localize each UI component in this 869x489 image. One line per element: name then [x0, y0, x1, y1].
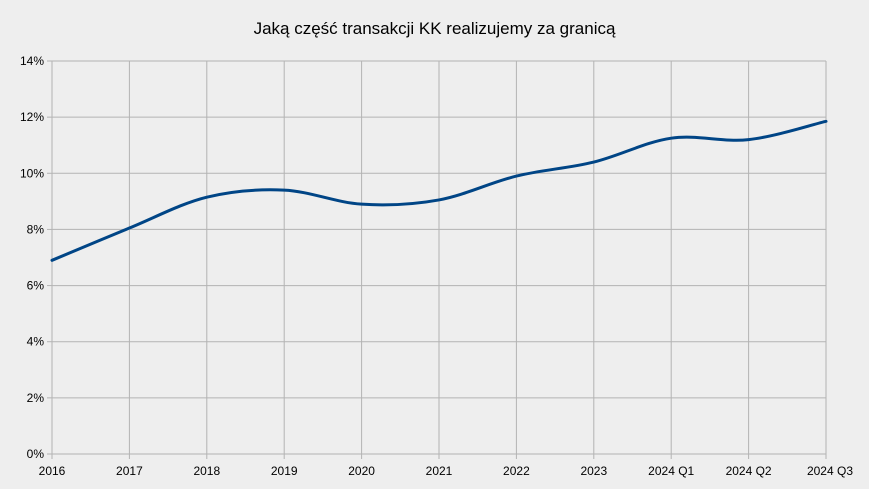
gridlines	[51, 60, 827, 459]
x-tick-label: 2017	[116, 464, 143, 478]
y-tick-label: 2%	[27, 391, 45, 405]
y-tick-label: 6%	[27, 279, 45, 293]
x-tick-label: 2024 Q1	[648, 464, 694, 478]
tick-labels: 0% 2% 4% 6% 8% 10% 12% 14% 2016 2017 2018 2019 2020 2…	[20, 54, 853, 478]
x-tick-label: 2020	[348, 464, 375, 478]
y-tick-label: 12%	[20, 110, 44, 124]
y-tick-label: 10%	[20, 166, 44, 180]
series-line-0	[50, 119, 828, 262]
x-tick-label: 2019	[271, 464, 298, 478]
x-tick-label: 2018	[193, 464, 220, 478]
x-tick-label: 2024 Q3	[807, 464, 853, 478]
x-tick-label: 2024 Q2	[726, 464, 772, 478]
x-tick-label: 2016	[39, 464, 66, 478]
y-tick-label: 4%	[27, 335, 45, 349]
x-tick-label: 2022	[503, 464, 530, 478]
axes	[47, 60, 826, 455]
y-tick-label: 0%	[27, 447, 45, 461]
series-layer	[50, 119, 828, 262]
x-tick-label: 2023	[580, 464, 607, 478]
chart-title: Jaką część transakcji KK realizujemy za …	[253, 19, 616, 38]
y-tick-label: 14%	[20, 54, 44, 68]
x-tick-label: 2021	[426, 464, 453, 478]
y-tick-label: 8%	[27, 222, 45, 236]
